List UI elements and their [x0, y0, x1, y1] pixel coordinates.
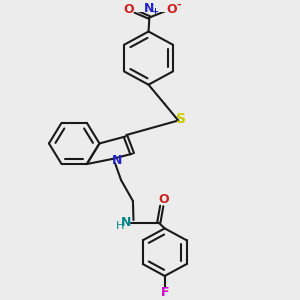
Text: N: N [144, 2, 154, 15]
Text: F: F [160, 286, 169, 299]
Text: -: - [177, 0, 182, 10]
Text: N: N [121, 216, 131, 229]
Text: S: S [176, 112, 186, 126]
Text: H: H [116, 221, 124, 231]
Text: N: N [112, 154, 123, 167]
Text: O: O [166, 3, 177, 16]
Text: O: O [158, 194, 169, 206]
Text: O: O [123, 3, 134, 16]
Text: +: + [151, 7, 158, 16]
